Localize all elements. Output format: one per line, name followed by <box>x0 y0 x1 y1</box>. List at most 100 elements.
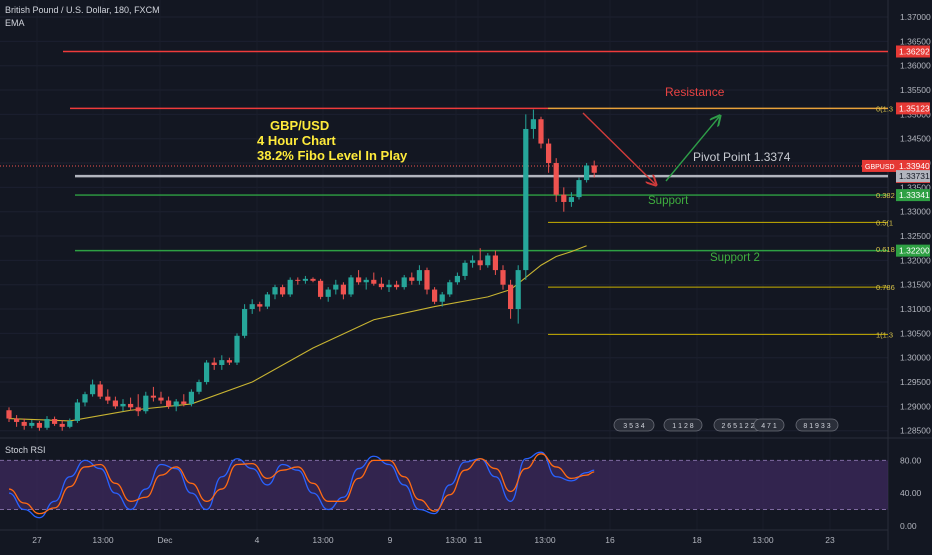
price-tick-label: 1.29000 <box>900 401 931 411</box>
candle <box>188 389 194 407</box>
candle-body <box>120 403 126 407</box>
candle-body <box>280 287 286 295</box>
price-tick-label: 1.30500 <box>900 328 931 338</box>
candle-body <box>485 255 491 266</box>
fib-label: 1(1.3 <box>876 330 893 339</box>
candle-body <box>166 400 172 407</box>
candle <box>21 418 27 430</box>
annotation-timeframe: 4 Hour Chart <box>257 133 336 148</box>
annotation-support-2: Support 2 <box>710 252 760 264</box>
price-axis: 1.370001.365001.360001.355001.350001.345… <box>862 12 931 436</box>
candle-body <box>234 335 240 363</box>
time-tick-label: 13:00 <box>752 535 774 545</box>
candle <box>249 299 255 314</box>
candle-body <box>492 255 498 271</box>
event-badge: 4 7 1 <box>753 418 785 432</box>
candle-body <box>150 395 156 398</box>
candle-body <box>302 278 308 281</box>
annotation-pivot: Pivot Point 1.3374 <box>693 150 791 164</box>
candle <box>576 177 582 200</box>
candle <box>280 284 286 297</box>
candle-body <box>416 270 422 281</box>
candle-body <box>591 165 597 173</box>
event-badge-label: 1 1 2 8 <box>672 423 694 430</box>
candle-body <box>432 289 438 302</box>
candle-body <box>36 422 42 428</box>
candle-body <box>14 418 20 422</box>
candle-body <box>356 277 362 283</box>
candle <box>287 277 293 297</box>
event-badge-label: 3 5 3 4 <box>623 423 645 430</box>
event-badge-shape <box>795 418 839 432</box>
price-tick-label: 1.33500 <box>900 182 931 192</box>
candle-body <box>371 279 377 284</box>
resistance-tag-bg <box>896 102 930 115</box>
candle-body <box>584 165 590 181</box>
candle-body <box>44 419 50 428</box>
candle <box>462 260 468 280</box>
candle-body <box>454 275 460 283</box>
candle-body <box>158 397 164 401</box>
price-tick-label: 1.36500 <box>900 36 931 46</box>
candle-body <box>523 128 529 271</box>
candle <box>105 389 111 404</box>
candle <box>500 265 506 290</box>
candle <box>90 379 96 397</box>
candle-body <box>348 277 354 295</box>
candle-body <box>295 279 301 281</box>
time-tick-label: 27 <box>32 535 42 545</box>
drawings <box>582 112 719 184</box>
candle <box>325 287 331 302</box>
candle-body <box>546 143 552 164</box>
candle-body <box>21 421 27 426</box>
candle-body <box>318 280 324 297</box>
candle <box>492 250 498 275</box>
candle-body <box>135 407 141 412</box>
fib-label: 0.382 <box>876 191 895 200</box>
event-badge-shape <box>613 418 655 432</box>
bullish-arrow <box>665 117 719 182</box>
candle-body <box>378 283 384 288</box>
time-tick-label: 23 <box>825 535 835 545</box>
top-resistance-tag: 1.36292 <box>896 45 930 58</box>
event-badge-label: 4 7 1 <box>761 423 777 430</box>
candle <box>219 355 225 370</box>
fib-label: 0.786 <box>876 283 895 292</box>
candle-body <box>97 384 103 397</box>
price-tick-label: 1.32000 <box>900 255 931 265</box>
indicator-label: EMA <box>5 18 25 28</box>
candle <box>52 416 58 426</box>
candle-body <box>394 284 400 288</box>
candle <box>568 192 574 207</box>
candle <box>553 158 559 202</box>
candle <box>470 255 476 268</box>
candle-body <box>188 391 194 404</box>
time-tick-label: Dec <box>157 535 173 545</box>
candle-body <box>219 360 225 365</box>
candle <box>59 419 65 431</box>
price-tick-label: 1.31500 <box>900 280 931 290</box>
candle-body <box>204 362 210 383</box>
candle-body <box>128 403 134 408</box>
rsi-tick-label: 80.00 <box>900 455 922 465</box>
top-resistance-tag-label: 1.36292 <box>899 46 930 56</box>
price-tick-label: 1.36000 <box>900 61 931 71</box>
candle <box>302 275 308 284</box>
candle-body <box>340 284 346 295</box>
stoch-rsi-pane: 80.00 40.00 0.00 <box>0 451 922 531</box>
candle-body <box>105 396 111 401</box>
current-symbol-bg <box>862 159 896 172</box>
support-tag-label: 1.33341 <box>899 190 930 200</box>
candle <box>120 399 126 412</box>
candle <box>591 160 597 178</box>
rsi-band <box>0 460 888 510</box>
candle <box>363 277 369 290</box>
candle <box>82 391 88 407</box>
candle-body <box>325 289 331 297</box>
candle <box>371 272 377 286</box>
candle-body <box>287 279 293 295</box>
candle-body <box>90 384 96 395</box>
candle <box>378 277 384 290</box>
